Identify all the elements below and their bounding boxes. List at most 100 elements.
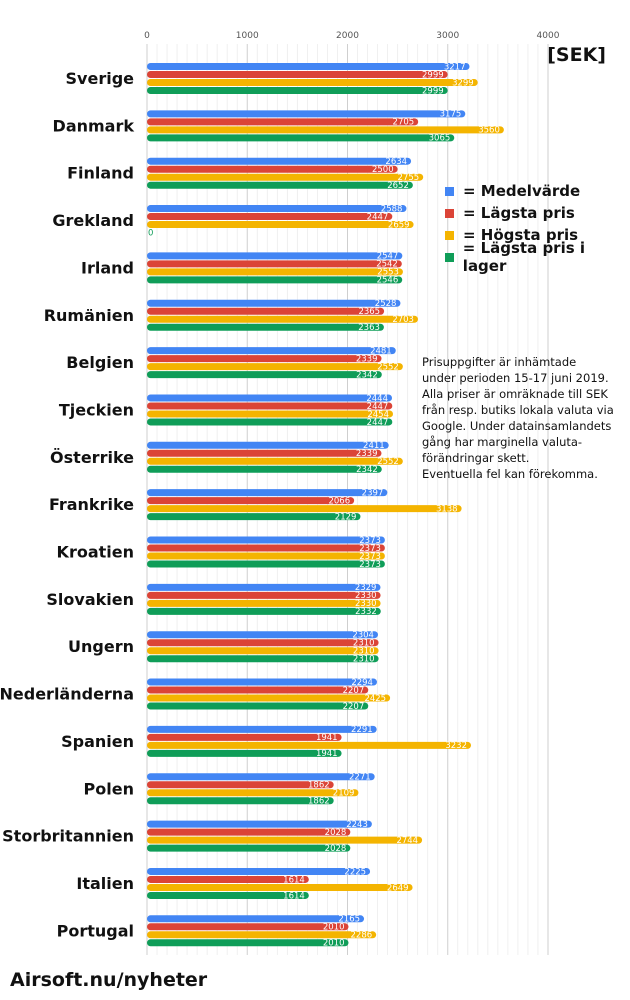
bar [147,702,369,710]
bar-value-label: 2528 [375,299,397,309]
bar [147,173,424,181]
bar [147,449,382,457]
bar-value-label: 2547 [377,252,399,262]
bar-value-label: 2330 [355,591,377,601]
bar-value-label: 2744 [396,836,418,846]
bar [147,875,309,883]
legend-swatch-yellow [445,230,454,240]
bar-value-label: 2028 [325,844,347,854]
category-label: Ungern [68,637,134,656]
bar [147,686,369,694]
bar [147,118,419,126]
bar [147,457,403,465]
bar [147,599,381,607]
bar-value-label: 2553 [377,268,399,278]
bar [147,110,466,118]
bar [147,221,414,229]
footer-source[interactable]: Airsoft.nu/nyheter [10,969,208,991]
bar [147,939,349,947]
bar-value-label: 2310 [353,647,375,657]
bar-value-label: 2999 [422,70,444,80]
bar-value-label: 2447 [367,402,389,412]
bar [147,410,394,418]
bar-value-label: 2454 [367,410,389,420]
legend-item-lagsta-pris: = Lägsta pris [445,202,630,224]
category-label: Kroatien [57,543,134,562]
bar-value-label: 2649 [387,883,409,893]
bar-value-label: 2705 [393,118,415,128]
bar [147,276,403,284]
bar [147,560,385,568]
bar [147,465,382,473]
bar [147,733,342,741]
bar-value-label: 2286 [351,931,373,941]
x-axis-ticks: 0 1000 2000 3000 4000 [144,31,560,41]
bar-value-label: 3299 [452,78,474,88]
bar-value-label: 2129 [335,512,357,522]
x-tick-label: 1000 [236,31,259,41]
category-label: Nederländerna [0,685,134,704]
bar [147,915,365,923]
bar-value-label: 2028 [325,828,347,838]
category-label: Slovakien [46,590,134,609]
bar-value-label: 2339 [356,449,378,459]
bar-value-label: 2444 [366,394,388,404]
bar [147,87,448,94]
bar [147,497,355,505]
bar [147,157,412,165]
unit-label: [SEK] [547,44,606,66]
bar [147,134,455,142]
category-label: Italien [76,874,134,893]
bar-value-label: 2397 [362,488,384,498]
bar-value-label: 2310 [353,639,375,649]
bar-value-label: 2010 [323,923,345,933]
bar [147,394,393,402]
legend: = Medelvärde = Lägsta pris = Högsta pris… [445,180,630,275]
note-line: från resp. butiks lokala valuta via [422,403,614,417]
bar [147,489,388,497]
bar [147,252,403,260]
bar [147,552,385,560]
bar [147,299,401,307]
bar [147,828,351,836]
bar-value-label: 3138 [436,504,458,514]
bar [147,363,403,371]
bar [147,781,334,789]
bar-value-label: 2207 [343,702,365,712]
legend-swatch-blue [445,186,454,196]
legend-label: = Högsta pris [463,226,579,244]
bar [147,741,472,749]
bar-value-label: 2066 [328,496,350,506]
note-line: Alla priser är omräknade till SEK [422,387,608,401]
bar [147,323,384,331]
bar-value-label: 3560 [478,126,500,136]
bar [147,79,478,86]
bar-value-label: 1614 [283,875,305,885]
bar-value-label: 3217 [444,62,466,72]
category-label: Irland [81,258,134,277]
bar-value-label: 2342 [356,465,378,475]
bar [147,836,423,844]
bar [147,694,391,702]
bar [147,371,382,379]
bar [147,307,385,315]
category-label: Österrike [50,448,134,467]
bar-value-label: 2010 [323,939,345,949]
bar [147,639,379,647]
bar [147,647,379,655]
bar [147,355,382,363]
note-line: under perioden 15-17 juni 2019. [422,371,609,385]
bar [147,725,377,733]
bar-value-label: 2363 [358,323,380,333]
x-tick-label: 3000 [436,31,459,41]
bar-value-label: 2304 [352,631,374,641]
legend-swatch-red [445,208,454,218]
bar [147,607,381,615]
legend-swatch-green [445,252,454,262]
bar-value-label: 1862 [308,797,330,807]
bar [147,63,470,70]
bar-value-label: 2329 [355,583,377,593]
bar [147,544,385,552]
bar [147,631,378,639]
